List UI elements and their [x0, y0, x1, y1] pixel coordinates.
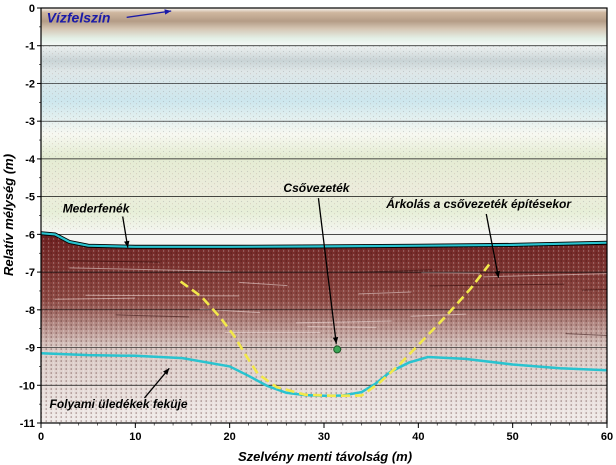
annotation-label: Folyami üledékek feküje: [49, 397, 187, 411]
annotation-label: Mederfenék: [63, 201, 131, 215]
annotation-arrowhead: [164, 9, 172, 15]
reflector-streak: [429, 283, 565, 287]
axes: 0-1-2-3-4-5-6-7-8-9-10-110 10 20 30 40 50 60: [19, 3, 613, 443]
reflector-streak: [358, 291, 412, 295]
sediment-texture: [41, 233, 607, 423]
annotation-arrowhead: [163, 368, 170, 375]
y-tick-label: -8: [25, 305, 35, 317]
y-tick-label: -3: [25, 116, 35, 128]
x-tick-label: 50: [507, 431, 519, 443]
y-tick-label: -9: [25, 343, 35, 355]
reflector-streak: [565, 333, 608, 336]
annotation-arrow: [485, 213, 500, 278]
reflector-streak: [54, 297, 136, 300]
reflector-streak: [296, 320, 392, 324]
pipe-marker: [333, 345, 342, 354]
x-tick-label: 40: [412, 431, 424, 443]
reflector-streak: [483, 273, 608, 278]
annotation-label: Vízfelszín: [47, 9, 111, 25]
annotation-arrowhead: [124, 240, 130, 248]
reflector-streak: [410, 313, 467, 317]
y-tick-label: -7: [25, 267, 35, 279]
x-tick-label: 30: [318, 431, 330, 443]
annotation-arrowhead: [494, 270, 500, 278]
radargram-background: [41, 8, 608, 423]
x-tick-label: 20: [224, 431, 236, 443]
y-tick-label: 0: [29, 3, 35, 15]
annotation-label: Csővezeték: [283, 181, 350, 195]
annotation-arrow: [317, 198, 337, 344]
x-tick-label: 60: [601, 431, 613, 443]
y-tick-label: -10: [19, 380, 35, 392]
y-tick-label: -4: [25, 154, 36, 166]
reflector-streak: [85, 294, 240, 297]
reflector-streak: [67, 260, 161, 263]
y-tick-label: -11: [20, 418, 35, 430]
x-tick-label: 10: [129, 431, 141, 443]
water-column-texture: [41, 45, 607, 231]
annotation-arrow: [126, 10, 172, 18]
reflector-streak: [581, 288, 608, 291]
riverbed-line: [40, 232, 608, 248]
y-tick-label: -1: [25, 41, 35, 53]
water-surface-band: [41, 8, 607, 46]
annotation-label: Árkolás a csővezeték építésekor: [385, 196, 572, 211]
y-tick-label: -5: [25, 192, 35, 204]
reflector-streak: [239, 281, 288, 287]
y-tick-label: -6: [25, 229, 35, 241]
x-tick-label: 0: [38, 431, 44, 443]
trench-line: [179, 263, 491, 398]
x-axis-label: Szelvény menti távolság (m): [238, 449, 412, 464]
y-axis-label: Relatív mélység (m): [1, 154, 16, 276]
reflector-streak: [307, 326, 377, 328]
interpreted-layers: [40, 231, 608, 398]
reflector-streak: [69, 267, 232, 272]
annotation-arrowhead: [332, 337, 339, 344]
reflector-streak: [115, 314, 190, 318]
y-tick-label: -2: [25, 78, 35, 90]
annotations: Vízfelszín Mederfenék Csővezeték Árkolás a …: [47, 9, 572, 411]
